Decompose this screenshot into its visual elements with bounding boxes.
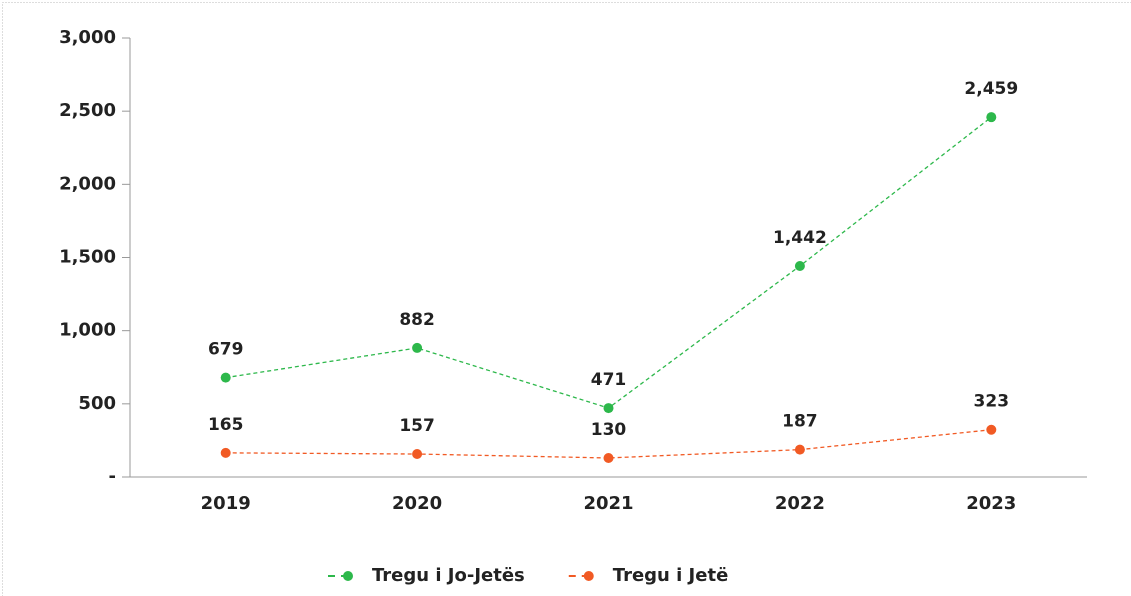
data-label: 2,459: [964, 79, 1018, 99]
legend-dot: [583, 571, 594, 581]
point: [986, 112, 997, 123]
data-label: 882: [399, 310, 435, 330]
data-label: 130: [591, 420, 627, 440]
y-tick-label: 1,000: [59, 320, 116, 341]
point: [794, 260, 805, 271]
point: [220, 447, 231, 458]
data-label: 323: [974, 392, 1010, 412]
point: [412, 449, 423, 460]
legend-label: Tregu i Jo-Jetës: [372, 565, 525, 586]
data-label: 165: [208, 415, 244, 435]
x-tick-label: 2023: [966, 493, 1016, 514]
y-tick-label: 2,500: [59, 100, 116, 121]
series-line: [225, 116, 992, 409]
data-label: 1,442: [773, 228, 827, 248]
data-label: 471: [591, 370, 627, 390]
data-label: 679: [208, 340, 244, 360]
y-tick-label: 1,500: [59, 247, 116, 268]
point: [603, 452, 614, 463]
point: [794, 444, 805, 455]
legend-label: Tregu i Jetë: [613, 565, 729, 586]
data-label: 157: [399, 416, 435, 436]
y-tick-label: 500: [78, 393, 116, 414]
y-tick-label: -: [109, 466, 116, 487]
point: [603, 403, 614, 414]
series-line: [225, 429, 992, 459]
y-tick-label: 2,000: [59, 173, 116, 194]
point: [986, 424, 997, 435]
point: [220, 372, 231, 383]
y-tick-label: 3,000: [59, 27, 116, 48]
legend-dot: [343, 571, 353, 581]
data-label: 187: [782, 412, 818, 432]
point: [412, 342, 423, 353]
x-tick-label: 2019: [201, 493, 251, 514]
x-tick-label: 2020: [392, 493, 442, 514]
x-tick-label: 2022: [775, 493, 825, 514]
x-tick-label: 2021: [583, 493, 633, 514]
